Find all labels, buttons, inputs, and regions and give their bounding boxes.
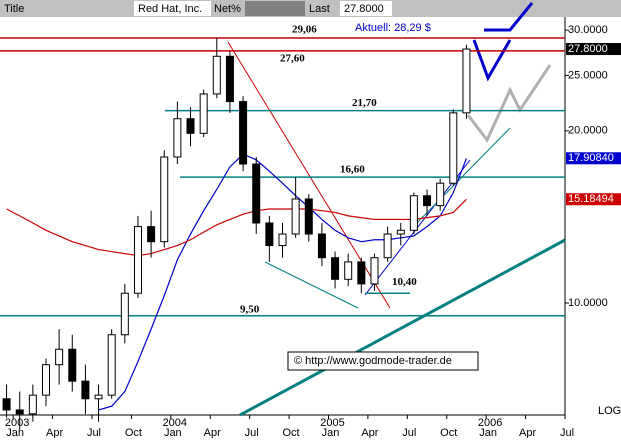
candle-body <box>15 409 24 415</box>
candle-body <box>173 118 182 158</box>
candle-body <box>462 48 471 114</box>
candle-body <box>370 257 379 285</box>
scale-label: LOG <box>598 405 621 417</box>
candle-body <box>436 182 445 207</box>
copyright-box <box>287 351 479 371</box>
x-tick-label: Jul <box>402 427 416 438</box>
candle-body <box>94 394 103 400</box>
x-tick-label: Apr <box>204 427 221 438</box>
x-tick-label: Jan <box>322 427 340 438</box>
candle-body <box>107 334 116 396</box>
x-tick-label: Jul <box>87 427 101 438</box>
last-value-box <box>566 152 621 165</box>
y-tick-label: 30.0000 <box>568 24 608 36</box>
last-box <box>340 1 392 16</box>
candle-body <box>449 112 458 184</box>
x-tick-label: Apr <box>361 427 378 438</box>
candle-body <box>55 348 64 366</box>
copyright: © http://www.godmode-trader.de <box>294 355 452 367</box>
name-box <box>134 1 211 16</box>
x-year-label: 2005 <box>320 417 344 429</box>
moving-average <box>6 198 467 257</box>
candle-body <box>212 55 221 95</box>
uptrend-teal <box>409 127 511 231</box>
x-tick-label: Jul <box>245 427 259 438</box>
candle-body <box>278 233 287 247</box>
candle-body <box>120 292 129 336</box>
x-tick-label: Jan <box>479 427 497 438</box>
candle-body <box>239 101 248 165</box>
x-year-label: 2006 <box>478 417 502 429</box>
candle-body <box>409 195 418 231</box>
projection-gray <box>466 64 552 143</box>
candle-body <box>199 93 208 134</box>
net-box <box>245 1 305 16</box>
candle-body <box>41 364 50 396</box>
candle-body <box>225 55 234 103</box>
candle-body <box>396 229 405 235</box>
last-value-label: 27.8000 <box>568 43 608 55</box>
x-tick-label: Oct <box>440 427 457 438</box>
x-tick-label: Jul <box>560 427 574 438</box>
candle-body <box>344 261 353 280</box>
header-last: 27.8000 <box>344 3 384 15</box>
x-tick-label: Jan <box>164 427 182 438</box>
candle-body <box>265 222 274 247</box>
level-label: 16,60 <box>340 164 365 176</box>
candle-body <box>186 118 195 134</box>
candle-body <box>68 348 77 382</box>
y-tick-label: 10.0000 <box>568 297 608 309</box>
annotation: Aktuell: 28,29 $ <box>355 22 431 34</box>
level-label: 29,06 <box>292 24 317 36</box>
projection-blue-1 <box>472 39 512 82</box>
header-name: Red Hat, Inc. <box>138 3 202 15</box>
x-tick-label: Oct <box>283 427 300 438</box>
candle-body <box>331 257 340 280</box>
x-year-label: 2004 <box>163 417 187 429</box>
candle-body <box>252 163 261 224</box>
x-year-label: 2003 <box>5 417 29 429</box>
y-tick-label: 20.0000 <box>568 125 608 137</box>
candle-body <box>81 380 90 400</box>
last-value-label: 17.90840 <box>568 152 614 164</box>
x-tick-label: Oct <box>125 427 142 438</box>
level-label: 10,40 <box>392 276 417 288</box>
candle-body <box>423 195 432 207</box>
candle-body <box>28 394 37 415</box>
x-tick-label: Apr <box>46 427 63 438</box>
last-value-box <box>566 43 621 56</box>
header-net: Net% <box>214 3 241 15</box>
candle-body <box>147 226 156 243</box>
candle-body <box>383 233 392 259</box>
x-tick-label: Jan <box>6 427 24 438</box>
level-label: 9,50 <box>240 303 260 315</box>
level-label: 21,70 <box>352 97 377 109</box>
candle-body <box>357 261 366 285</box>
x-tick-label: Apr <box>519 427 536 438</box>
support-line <box>264 261 359 309</box>
candle-body <box>160 156 169 243</box>
projection-blue-2 <box>484 2 534 32</box>
header-last-label: Last <box>309 3 330 15</box>
candle-body <box>291 198 300 235</box>
last-value-box <box>566 193 621 206</box>
candle-body <box>2 398 11 411</box>
moving-average <box>98 153 468 411</box>
candle-body <box>133 226 142 294</box>
y-tick-label: 25.0000 <box>568 69 608 81</box>
level-label: 27,60 <box>280 52 305 64</box>
long-trend <box>239 238 566 417</box>
header-title: Title <box>4 3 24 15</box>
candle-body <box>317 233 326 259</box>
candle-body <box>304 198 313 235</box>
last-value-label: 15.18494 <box>568 193 614 205</box>
